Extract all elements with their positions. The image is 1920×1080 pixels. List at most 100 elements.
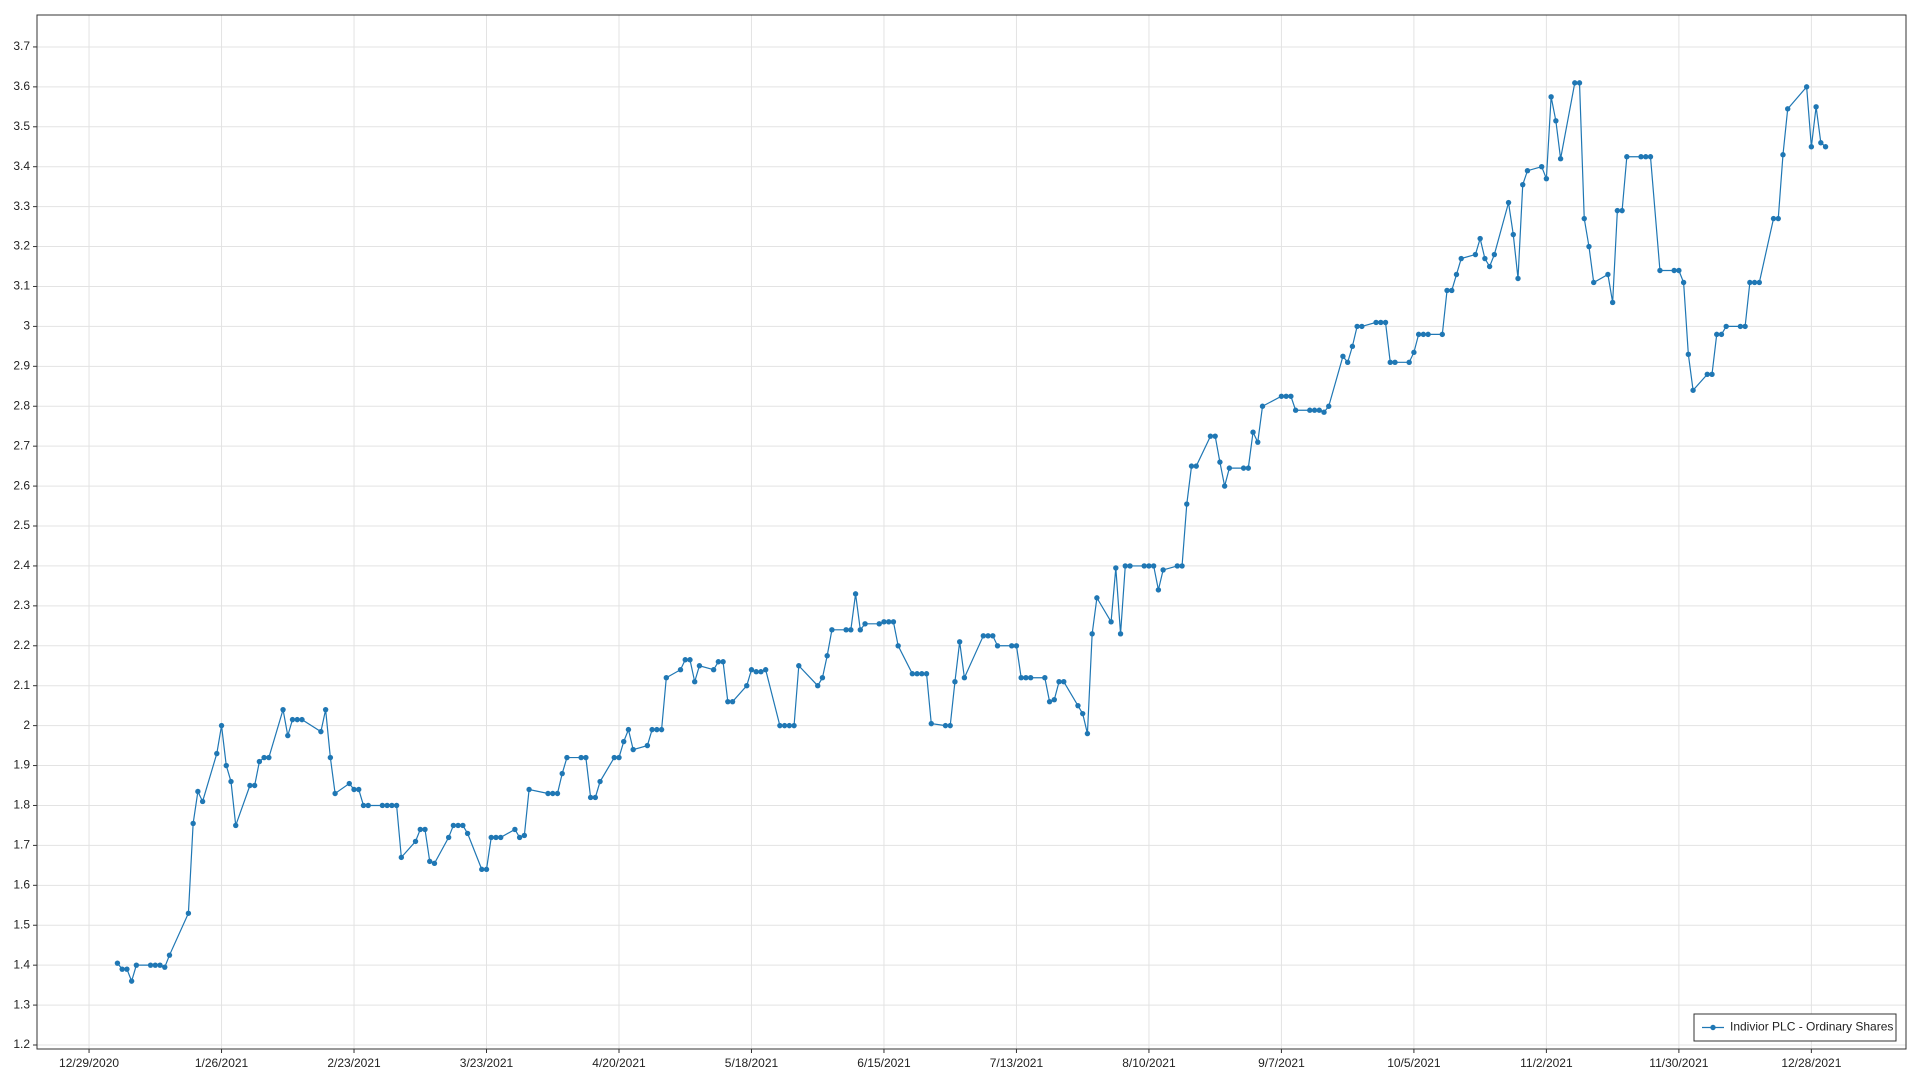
x-tick-label: 2/23/2021 bbox=[327, 1056, 381, 1070]
data-point bbox=[578, 754, 584, 761]
data-point bbox=[1051, 696, 1058, 703]
data-point bbox=[1056, 679, 1062, 685]
data-point bbox=[786, 722, 793, 729]
data-point bbox=[753, 669, 759, 675]
data-point bbox=[479, 866, 485, 873]
data-point bbox=[1141, 563, 1147, 569]
data-point bbox=[1822, 144, 1829, 150]
y-tick-label: 1.6 bbox=[13, 877, 30, 891]
data-point bbox=[124, 966, 130, 972]
data-point bbox=[365, 802, 371, 809]
data-point bbox=[1283, 393, 1289, 399]
data-point bbox=[1690, 387, 1696, 393]
data-point bbox=[1723, 323, 1729, 330]
data-point bbox=[483, 866, 490, 873]
data-point bbox=[791, 722, 797, 729]
data-point bbox=[1392, 359, 1398, 366]
data-point bbox=[256, 758, 263, 765]
data-point bbox=[1349, 343, 1356, 350]
data-point bbox=[1524, 167, 1531, 174]
data-point bbox=[1023, 675, 1029, 681]
data-point bbox=[384, 802, 390, 809]
data-point bbox=[550, 790, 556, 797]
data-point bbox=[1373, 319, 1379, 326]
data-point bbox=[1685, 351, 1692, 358]
data-point bbox=[654, 726, 660, 733]
y-tick-label: 1.5 bbox=[13, 917, 30, 931]
data-point bbox=[1453, 271, 1460, 278]
data-point bbox=[909, 671, 916, 677]
data-point bbox=[318, 728, 324, 735]
data-point bbox=[848, 627, 854, 633]
data-point bbox=[1676, 267, 1682, 274]
data-point bbox=[223, 762, 229, 769]
data-point bbox=[1751, 279, 1758, 286]
y-tick-label: 3.5 bbox=[13, 119, 30, 133]
legend: Indivior PLC - Ordinary Shares bbox=[1693, 1013, 1897, 1042]
data-point bbox=[1255, 439, 1261, 445]
data-point bbox=[1415, 331, 1422, 338]
data-point bbox=[1449, 287, 1455, 294]
data-point bbox=[990, 633, 996, 639]
data-point bbox=[895, 643, 901, 649]
data-point bbox=[1150, 563, 1157, 569]
data-point bbox=[1472, 251, 1479, 258]
x-tick-label: 1/26/2021 bbox=[195, 1056, 249, 1070]
data-point bbox=[1117, 631, 1124, 637]
data-point bbox=[214, 750, 220, 757]
data-point bbox=[1212, 433, 1218, 439]
data-point bbox=[1188, 463, 1195, 469]
y-tick-label: 3.7 bbox=[13, 39, 30, 53]
y-tick-label: 2.7 bbox=[13, 438, 30, 452]
data-point bbox=[1321, 409, 1327, 415]
data-point bbox=[1344, 359, 1351, 366]
data-point bbox=[218, 722, 225, 729]
data-point bbox=[199, 798, 206, 805]
data-point bbox=[464, 830, 471, 837]
data-point bbox=[1221, 483, 1228, 489]
data-point bbox=[1444, 287, 1450, 294]
data-point bbox=[1624, 154, 1630, 160]
data-point bbox=[412, 838, 419, 845]
data-point bbox=[1278, 393, 1285, 399]
data-point bbox=[1406, 359, 1412, 366]
data-point bbox=[1491, 251, 1498, 258]
data-point bbox=[1113, 565, 1119, 571]
x-tick-label: 11/30/2021 bbox=[1649, 1056, 1708, 1070]
data-point bbox=[360, 802, 367, 809]
data-point bbox=[1619, 207, 1625, 214]
x-tick-label: 5/18/2021 bbox=[725, 1056, 779, 1070]
data-point bbox=[885, 619, 892, 625]
data-point bbox=[119, 966, 125, 972]
data-point bbox=[1425, 331, 1431, 338]
data-point bbox=[285, 732, 291, 739]
data-point bbox=[729, 698, 736, 705]
data-point bbox=[1647, 154, 1654, 160]
plot-frame bbox=[36, 14, 1907, 1050]
data-point bbox=[1075, 702, 1081, 709]
data-point bbox=[956, 639, 963, 645]
y-tick-label: 2.9 bbox=[13, 358, 30, 372]
data-point bbox=[914, 671, 920, 677]
y-tick-label: 3 bbox=[23, 319, 30, 333]
data-point bbox=[857, 627, 864, 633]
data-point bbox=[356, 786, 362, 793]
data-point bbox=[1439, 331, 1445, 338]
data-point bbox=[299, 716, 305, 723]
data-point bbox=[1207, 433, 1214, 439]
data-point bbox=[881, 619, 887, 625]
data-point bbox=[1709, 371, 1715, 378]
data-point bbox=[1084, 730, 1091, 737]
y-tick-label: 1.7 bbox=[13, 838, 30, 852]
data-point bbox=[1042, 675, 1048, 681]
data-point bbox=[1818, 140, 1824, 146]
data-point bbox=[1359, 323, 1365, 330]
data-point bbox=[450, 822, 457, 829]
data-point bbox=[1155, 587, 1162, 593]
data-point bbox=[781, 722, 788, 729]
data-point bbox=[322, 706, 329, 713]
data-point bbox=[649, 726, 655, 733]
data-point bbox=[762, 667, 769, 673]
data-point bbox=[1680, 279, 1687, 286]
data-point bbox=[228, 778, 234, 785]
